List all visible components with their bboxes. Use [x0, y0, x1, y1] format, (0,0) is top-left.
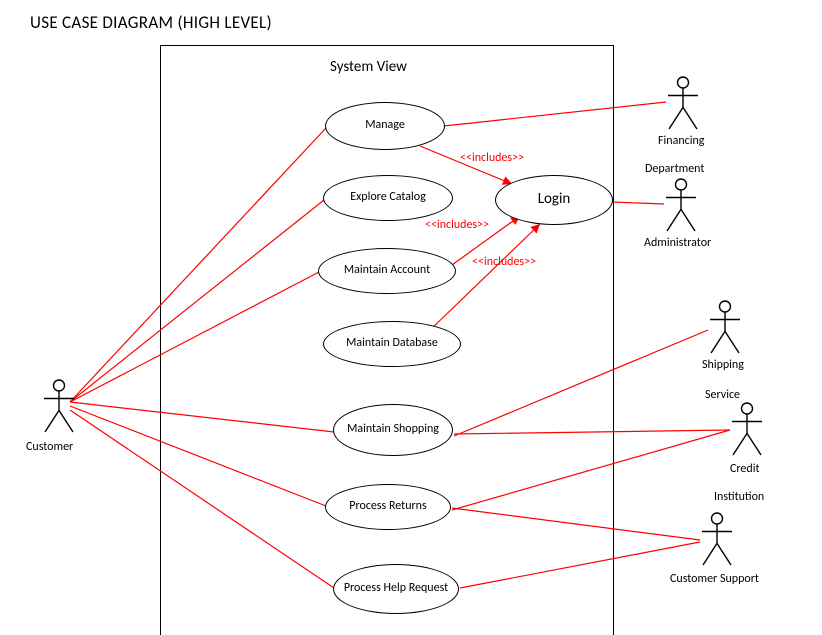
diagram-title: USE CASE DIAGRAM (HIGH LEVEL): [30, 12, 272, 33]
actor-label-financing: Financing: [658, 134, 704, 148]
actor-label-shipping: Shipping: [702, 358, 744, 372]
usecase-maintain_account: Maintain Account: [318, 248, 456, 294]
actor-shipping: [708, 300, 742, 354]
actor-customer_support: [700, 512, 734, 566]
system-label: System View: [330, 58, 407, 76]
includes-label: <<includes>>: [460, 151, 524, 165]
actor-sublabel-shipping: Service: [705, 388, 740, 402]
actor-financing: [666, 76, 700, 130]
includes-label: <<includes>>: [425, 218, 489, 232]
actor-credit: [730, 402, 764, 456]
actor-sublabel-financing: Department: [645, 162, 704, 176]
usecase-maintain_database: Maintain Database: [323, 321, 461, 367]
usecase-process_help: Process Help Request: [333, 564, 459, 614]
diagram-canvas: USE CASE DIAGRAM (HIGH LEVEL) System Vie…: [0, 0, 822, 635]
association-edge: [612, 202, 664, 204]
actor-label-customer: Customer: [26, 440, 73, 454]
usecase-process_returns: Process Returns: [325, 484, 451, 530]
actor-label-credit: Credit: [730, 462, 759, 476]
usecase-explore_catalog: Explore Catalog: [323, 175, 453, 221]
actor-label-customer_support: Customer Support: [670, 572, 759, 586]
usecase-manage: Manage: [325, 102, 445, 150]
usecase-login: Login: [495, 175, 613, 225]
actor-customer: [42, 379, 76, 433]
actor-label-administrator: Administrator: [644, 236, 711, 250]
includes-label: <<includes>>: [472, 255, 536, 269]
usecase-maintain_shopping: Maintain Shopping: [333, 404, 453, 456]
actor-sublabel-credit: Institution: [714, 490, 764, 504]
actor-administrator: [664, 178, 698, 232]
